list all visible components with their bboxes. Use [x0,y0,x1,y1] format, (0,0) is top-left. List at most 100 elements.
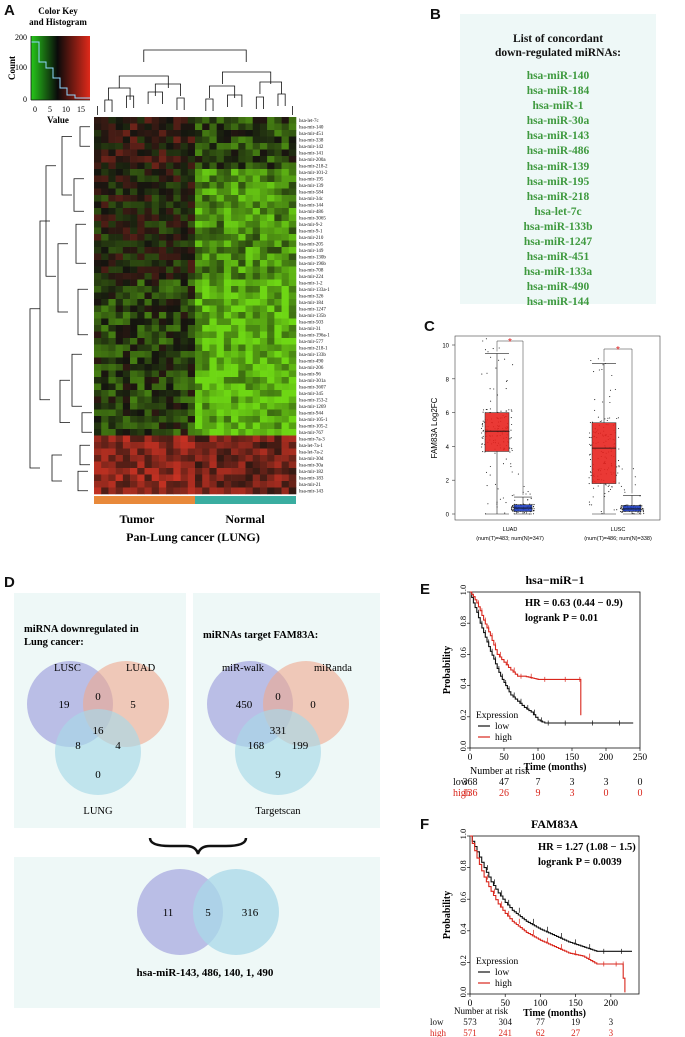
heatmap-cell [288,169,297,176]
heatmap-cell [195,338,203,345]
heatmap-cell [173,364,181,371]
heatmap-cell [130,182,138,189]
heatmap-cell [202,260,210,267]
heatmap-cell [108,273,116,280]
heatmap-cell [115,403,124,410]
heatmap-row-label: hsa-mir-105-2 [299,425,328,430]
heatmap-cell [195,221,203,228]
c-point [623,489,625,491]
heatmap-cell [259,234,268,241]
heatmap-cell [173,208,181,215]
c-point [639,512,641,514]
heatmap-cell [252,149,261,157]
heatmap-cell [245,149,254,157]
heatmap-row-label: hsa-mir-224 [299,275,324,280]
heatmap-cell [173,481,181,488]
heatmap-cell [274,344,282,352]
heatmap-cell [281,162,290,170]
heatmap-cell [195,286,203,293]
heatmap-cell [101,331,109,339]
heatmap-cell [259,182,268,189]
heatmap-cell [151,403,160,410]
heatmap-cell [137,403,145,410]
heatmap-cell [202,195,210,202]
heatmap-cell [122,253,131,261]
km-pvalue: logrank P = 0.0039 [538,857,622,868]
km-risk-value: 7 [536,777,541,788]
heatmap-cell [173,188,181,196]
heatmap-cell [144,318,153,326]
c-point [510,409,512,411]
heatmap-cell [216,305,225,313]
c-point [618,465,620,467]
heatmap-cell [259,481,268,488]
heatmap-cell [288,162,297,170]
heatmap-cell [151,130,160,137]
c-point [618,482,620,484]
heatmap-cell [158,286,167,293]
heatmap-cell [94,247,102,254]
heatmap-cell [216,396,225,404]
heatmap-cell [209,253,217,261]
heatmap-cell [274,325,282,332]
heatmap-cell [259,455,268,462]
c-point [609,389,612,391]
heatmap-cell [187,481,196,488]
heatmap-cell [231,390,239,397]
heatmap-cell [130,136,138,144]
heatmap-cell [216,318,225,326]
heatmap-cell [238,123,246,131]
heatmap-cell [281,175,290,183]
heatmap-cell [245,331,254,339]
heatmap-row-labels: hsa-let-7chsa-mir-140hsa-mir-451hsa-mir-… [299,119,330,495]
heatmap-cell [202,143,210,150]
heatmap-row-label: hsa-mir-196a-1 [299,334,330,339]
venn-r-abc: 331 [270,725,287,737]
heatmap-cell [151,305,160,313]
normal-label: Normal [225,512,265,526]
heatmap-cell [122,266,131,274]
heatmap-cell [122,370,131,378]
heatmap-cell [122,188,131,196]
heatmap-cell [187,169,196,176]
heatmap-cell [195,136,203,144]
km-pvalue: logrank P = 0.01 [525,613,598,624]
heatmap-cell [223,201,232,209]
heatmap-cell [216,286,225,293]
heatmap-cell [259,435,268,443]
heatmap-cell [173,292,181,300]
mirna-list-item: hsa-miR-184 [526,85,590,98]
c-point [598,369,600,371]
heatmap-cell [216,331,225,339]
heatmap-cell [245,156,254,163]
heatmap-cell [202,273,210,280]
tumor-bar [94,496,195,504]
heatmap-cell [238,156,246,163]
heatmap-cell [281,344,290,352]
heatmap-cell [238,481,246,488]
heatmap-cell [195,130,203,137]
heatmap-cell [166,169,174,176]
heatmap-cell [101,266,109,274]
heatmap-cell [231,448,239,456]
heatmap-cell [238,117,246,124]
heatmap-cell [173,344,181,352]
heatmap-cell [151,409,160,417]
heatmap-cell [288,247,297,254]
heatmap-cell [130,383,138,391]
heatmap-cell [223,409,232,417]
heatmap-cell [101,383,109,391]
heatmap-cell [108,370,116,378]
heatmap-cell [115,240,124,248]
heatmap-cell [115,266,124,274]
heatmap-cell [274,461,282,469]
heatmap-cell [101,370,109,378]
c-point [634,476,636,478]
heatmap-cell [144,338,153,345]
heatmap-cell [267,201,275,209]
c-point [533,508,535,510]
heatmap-cell [166,468,174,475]
heatmap-cell [231,130,239,137]
heatmap-cell [245,305,254,313]
heatmap-cell [223,403,232,410]
